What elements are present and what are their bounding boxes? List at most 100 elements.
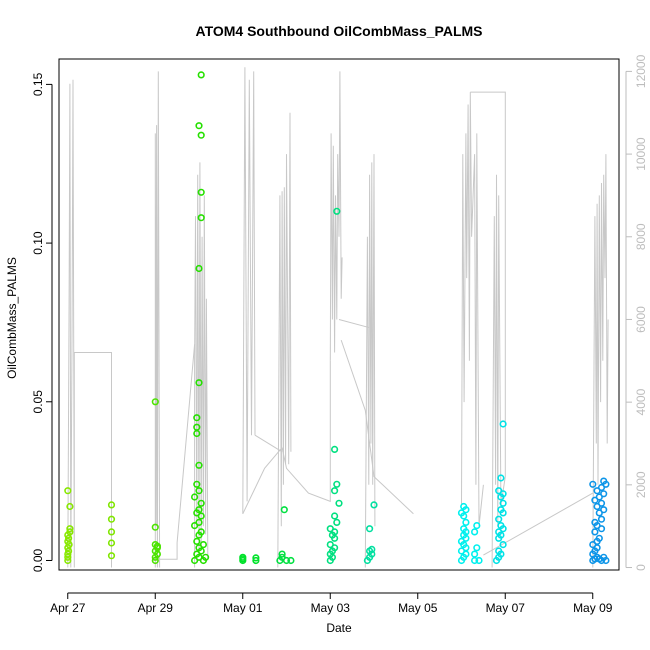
data-point [589,480,597,488]
secondary-trace-segment-11 [340,339,414,515]
data-point [64,547,73,555]
data-point [591,518,599,527]
secondary-trace-segment-17 [592,154,609,568]
data-point [366,525,374,533]
data-point [471,556,479,565]
y2-tick-label: 4000 [634,388,648,415]
data-point [497,521,505,530]
data-point [153,542,161,550]
data-point [197,188,205,196]
data-point [151,523,159,531]
data-point [195,122,203,130]
data-point [66,528,74,536]
data-point [287,556,295,565]
data-point [66,525,74,533]
y2-tick-label: 8000 [634,223,648,250]
y-tick-label: 0.05 [31,390,45,414]
data-point [600,490,608,498]
data-point [202,553,210,561]
data-point [499,420,507,428]
data-point [497,506,505,514]
data-point [197,131,205,139]
secondary-trace-segment-15 [491,174,506,568]
data-point [195,518,203,527]
data-point [462,518,470,527]
data-point [600,477,608,485]
data-point [151,556,159,565]
data-point [602,556,610,565]
data-point [197,528,205,536]
data-point [460,525,468,533]
data-point [64,556,72,565]
x-tick-label: May 09 [573,601,613,615]
data-point [107,539,116,547]
data-point [475,556,483,565]
data-point [495,547,503,555]
x-tick-label: May 05 [398,601,438,615]
data-point [368,545,376,554]
data-point [252,556,260,565]
axes-layer: Apr 27 Apr 29 May 01 May 03 May 05 May 07 May … [31,54,648,614]
secondary-trace-segment-7 [277,112,292,568]
data-point [280,506,288,514]
data-point [495,515,503,523]
data-point [193,537,201,546]
data-point [199,540,207,549]
data-point [195,264,203,273]
data-point [193,414,201,422]
data-point [333,480,341,488]
data-point [326,525,334,533]
secondary-trace-segment-12 [364,154,376,568]
data-point [497,474,505,482]
secondary-trace-segment-13 [461,92,484,527]
data-point [107,552,116,560]
data-point [278,550,286,558]
data-point [107,515,116,523]
data-point [326,540,334,549]
plot-frame [58,58,620,571]
data-point [473,521,481,530]
secondary-trace-segment-10 [338,319,370,329]
x-tick-label: Apr 29 [138,601,174,615]
chart-title: ATOM4 Southbound OilCombMass_PALMS [196,23,483,39]
data-point [333,207,341,215]
data-point [335,499,343,507]
data-point [471,528,479,536]
data-point [597,515,606,523]
data-point [499,540,507,549]
secondary-trace-segment-9 [329,71,343,361]
data-point [252,554,260,562]
data-point [331,487,339,495]
x-tick-label: May 03 [311,601,351,615]
data-point [195,506,203,514]
x-tick-label: Apr 27 [50,601,86,615]
data-point [471,550,479,558]
secondary-trace-segment-14 [470,91,506,477]
data-point [597,499,606,507]
data-point [197,214,205,222]
secondary-trace-segment-6 [242,447,283,515]
data-point [331,445,339,454]
data-point [370,501,378,509]
data-point [107,528,116,536]
data-point [107,501,116,509]
data-point [499,499,507,507]
secondary-trace-layer [67,67,609,568]
secondary-trace-segment-4 [242,67,256,514]
y-tick-label: 0.15 [31,72,45,96]
data-point [151,398,159,406]
secondary-trace-segment-8 [281,360,331,503]
data-points-layer [64,71,610,565]
data-point [473,544,481,552]
y2-tick-label: 0 [634,564,648,571]
x-tick-label: May 01 [223,601,263,615]
y2-tick-label: 12000 [634,54,648,88]
data-point [333,518,341,527]
secondary-trace-segment-5 [254,434,283,453]
data-point [282,556,291,565]
data-point [197,71,205,79]
secondary-trace-segment-0 [67,79,112,568]
data-point [460,502,468,511]
data-point [595,534,603,542]
